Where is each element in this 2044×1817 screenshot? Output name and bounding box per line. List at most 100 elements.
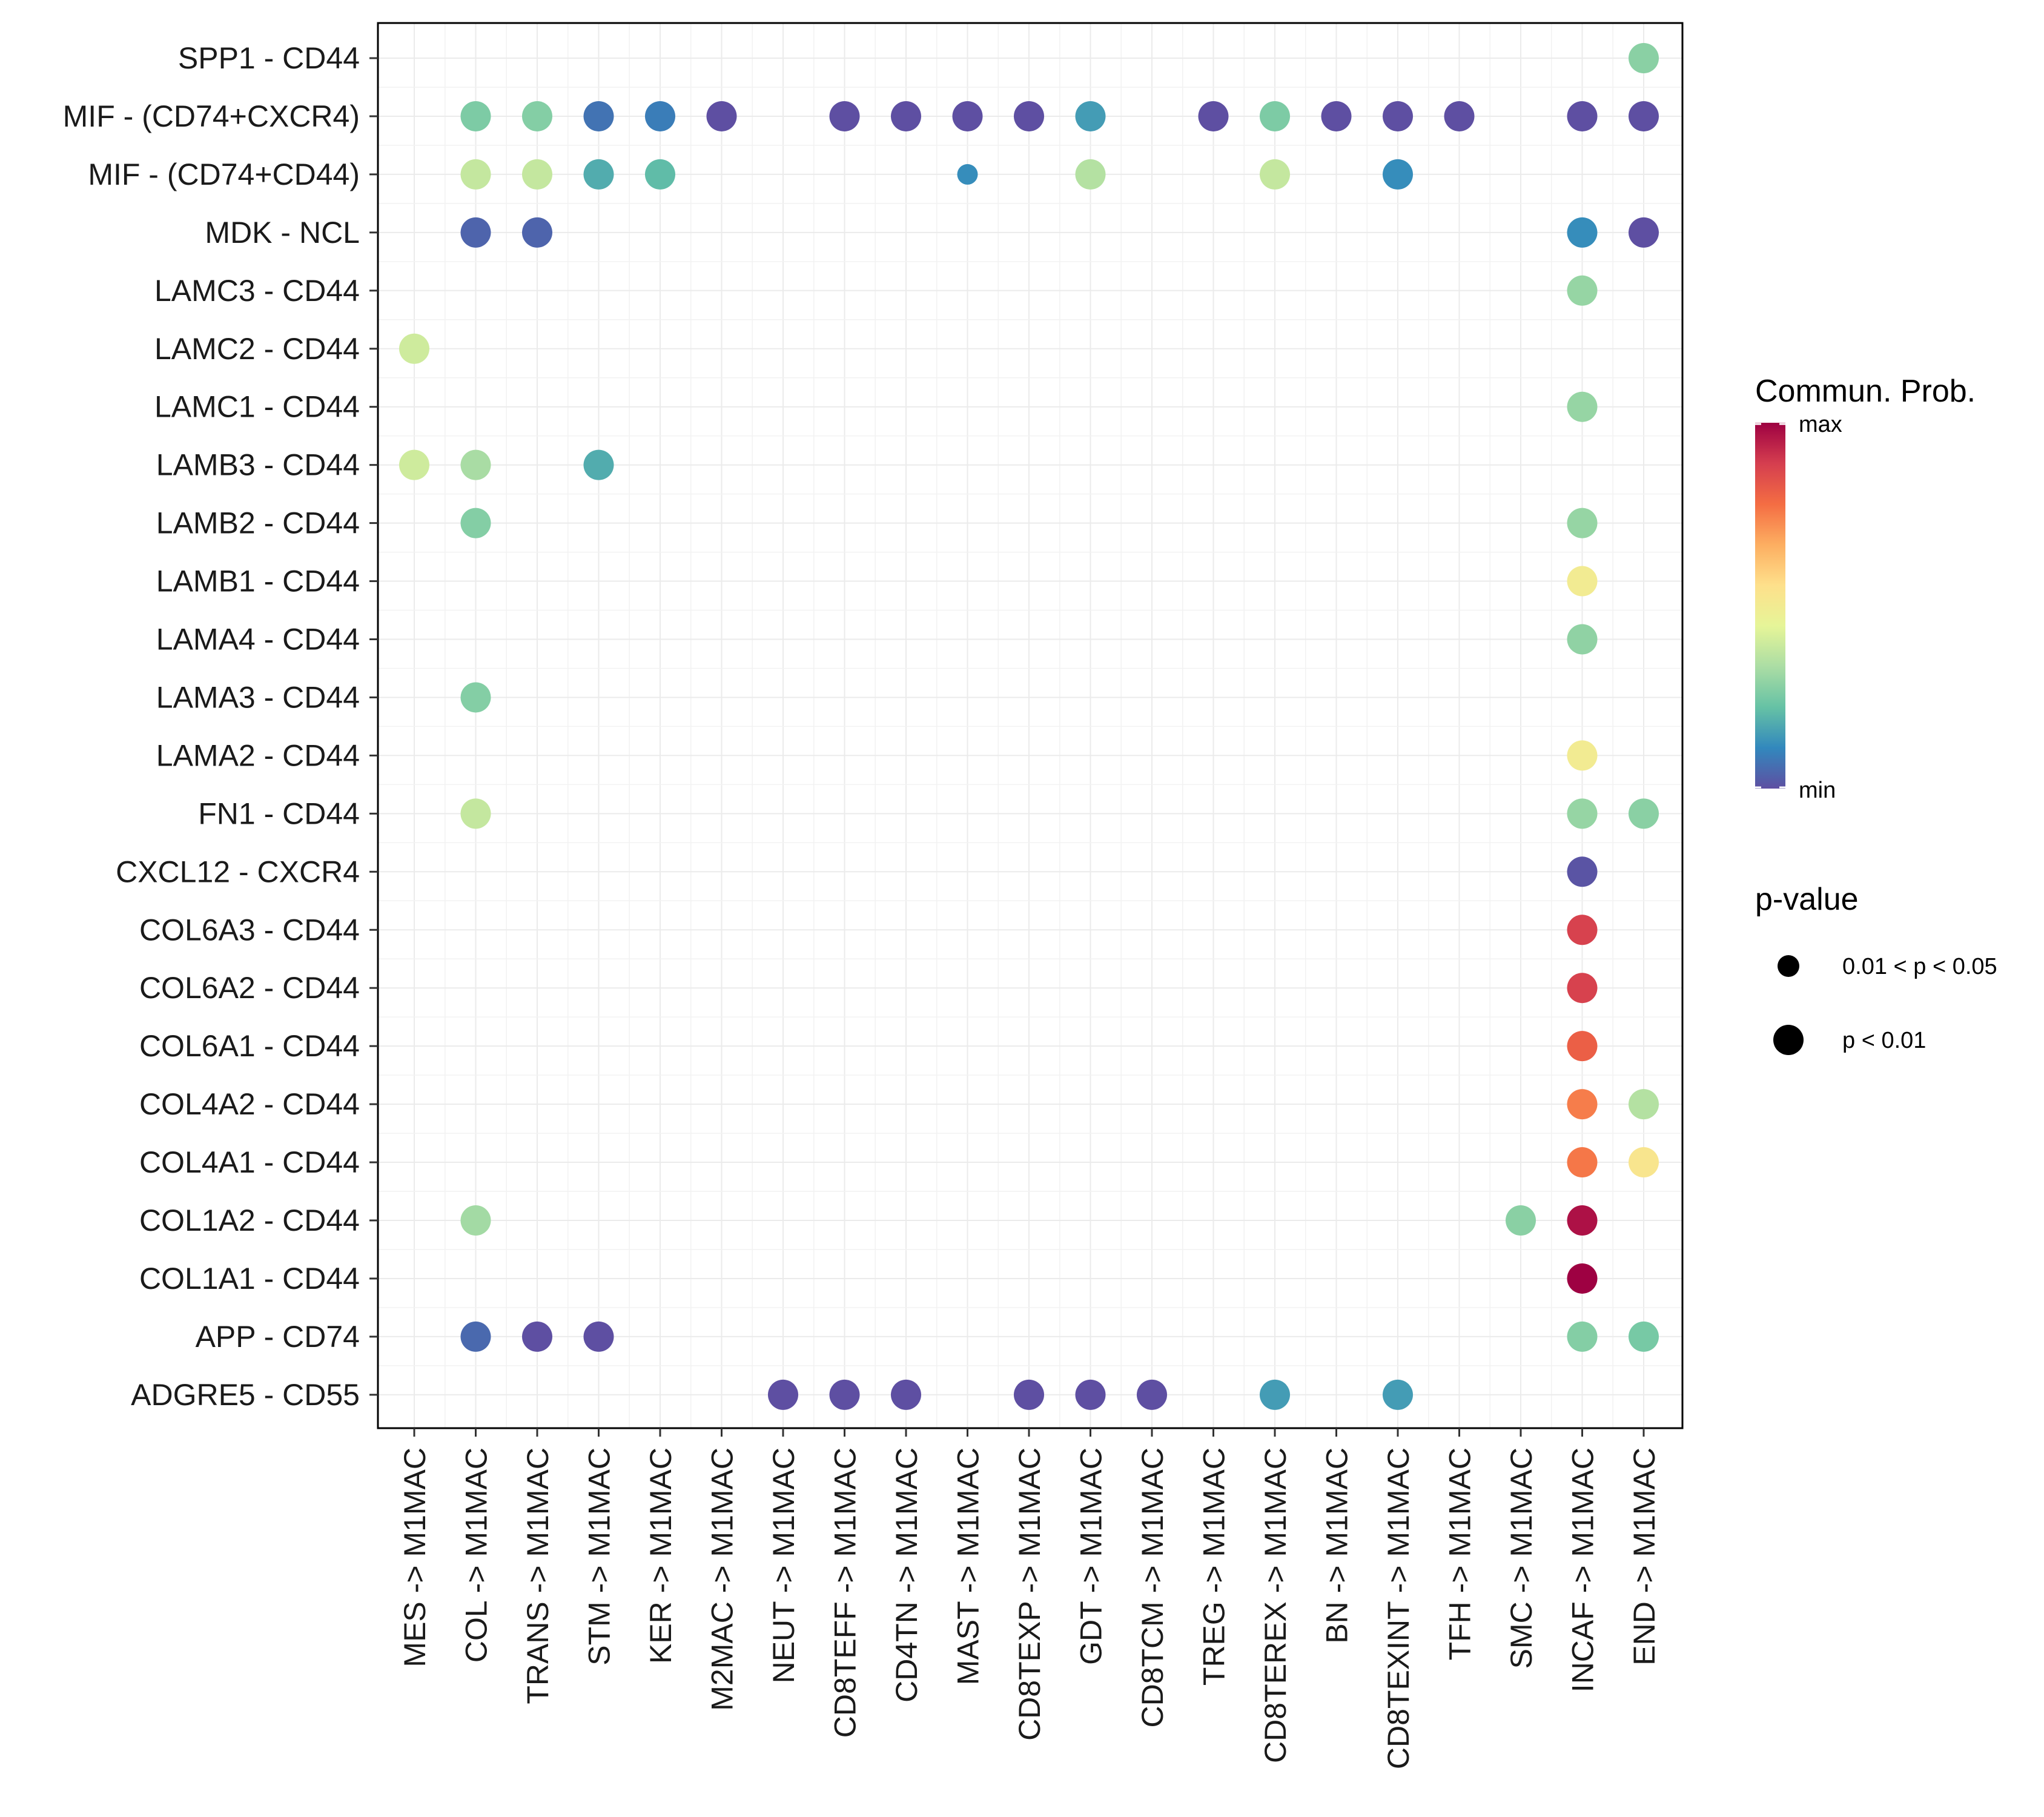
data-point [1075, 1379, 1106, 1410]
x-tick-label: CD8TEREX -> M1MAC [1258, 1448, 1292, 1763]
data-point [1198, 101, 1229, 131]
y-tick-label: COL1A1 - CD44 [139, 1262, 360, 1296]
y-tick-label: SPP1 - CD44 [178, 41, 360, 75]
data-point [583, 159, 614, 190]
data-point [583, 449, 614, 480]
y-tick-label: CXCL12 - CXCR4 [116, 855, 360, 889]
data-point [1567, 508, 1598, 538]
x-tick-label: NEUT -> M1MAC [767, 1448, 801, 1683]
data-point [645, 101, 675, 131]
y-tick-label: MDK - NCL [205, 216, 360, 250]
data-point [1567, 798, 1598, 829]
y-tick-label: LAMC3 - CD44 [154, 274, 360, 308]
data-point [460, 1205, 491, 1236]
color-legend: Commun. Prob. max min [1755, 374, 1976, 803]
data-point [1567, 740, 1598, 771]
x-tick-label: CD8TEXP -> M1MAC [1013, 1448, 1047, 1741]
x-tick-label: END -> M1MAC [1627, 1448, 1661, 1666]
data-point [1075, 159, 1106, 190]
data-point [460, 1321, 491, 1352]
x-tick-label: STM -> M1MAC [583, 1448, 617, 1666]
data-point [1260, 159, 1290, 190]
y-tick-label: COL6A2 - CD44 [139, 971, 360, 1005]
data-point [522, 159, 552, 190]
y-axis: SPP1 - CD44 MIF - (CD74+CXCR4) MIF - (CD74… [63, 41, 378, 1412]
data-point [891, 101, 921, 131]
data-point [1444, 101, 1475, 131]
data-point [1567, 1321, 1598, 1352]
x-tick-label: BN -> M1MAC [1320, 1448, 1354, 1644]
x-tick-label: TRANS -> M1MAC [521, 1448, 555, 1704]
data-point [1629, 1321, 1659, 1352]
x-tick-label: CD8TEXINT -> M1MAC [1381, 1448, 1415, 1769]
size-legend-key-large [1773, 1025, 1804, 1055]
size-legend-label-large: p < 0.01 [1842, 1028, 1926, 1053]
x-tick-label: M2MAC -> M1MAC [706, 1448, 739, 1711]
x-tick-label: MAST -> M1MAC [951, 1448, 985, 1685]
data-point [522, 101, 552, 131]
size-legend-label-small: 0.01 < p < 0.05 [1842, 954, 1997, 979]
y-tick-label: COL6A3 - CD44 [139, 913, 360, 947]
y-tick-label: LAMA4 - CD44 [156, 623, 360, 657]
x-tick-label: CD8TCM -> M1MAC [1136, 1448, 1169, 1728]
size-legend-key-small [1778, 955, 1799, 977]
color-legend-title: Commun. Prob. [1755, 374, 1976, 409]
y-tick-label: APP - CD74 [196, 1320, 360, 1354]
data-point [1567, 1263, 1598, 1294]
y-tick-label: COL4A1 - CD44 [139, 1145, 360, 1179]
y-tick-label: LAMB3 - CD44 [156, 448, 360, 482]
data-point [1629, 43, 1659, 73]
data-point [583, 1321, 614, 1352]
data-point [1506, 1205, 1536, 1236]
data-point [1629, 1089, 1659, 1120]
data-point [460, 217, 491, 248]
y-tick-label: LAMC2 - CD44 [154, 332, 360, 366]
size-legend: p-value 0.01 < p < 0.05 p < 0.01 [1755, 882, 1997, 1055]
data-point [1260, 101, 1290, 131]
x-tick-label: INCAF -> M1MAC [1566, 1448, 1600, 1692]
y-tick-label: COL4A2 - CD44 [139, 1087, 360, 1121]
data-point [768, 1379, 798, 1410]
data-point [460, 798, 491, 829]
data-point [1567, 1031, 1598, 1062]
data-point [1629, 217, 1659, 248]
data-point [460, 682, 491, 713]
x-tick-label: TFH -> M1MAC [1443, 1448, 1477, 1660]
data-point [522, 217, 552, 248]
colorbar-max-label: max [1799, 412, 1842, 437]
data-point [583, 101, 614, 131]
data-point [891, 1379, 921, 1410]
colorbar-min-label: min [1799, 778, 1836, 803]
data-point [1629, 101, 1659, 131]
x-tick-label: COL -> M1MAC [460, 1448, 494, 1663]
data-point [1383, 1379, 1413, 1410]
data-point [1383, 159, 1413, 190]
x-tick-label: KER -> M1MAC [644, 1448, 678, 1664]
data-point [1075, 101, 1106, 131]
data-point [1014, 101, 1044, 131]
x-axis: MES -> M1MAC COL -> M1MAC TRANS -> M1MAC ST… [398, 1428, 1661, 1769]
data-point [1260, 1379, 1290, 1410]
data-point [1567, 566, 1598, 597]
data-point [1567, 973, 1598, 1004]
y-tick-label: LAMA2 - CD44 [156, 738, 360, 772]
x-tick-label: GDT -> M1MAC [1074, 1448, 1108, 1665]
data-point [1567, 1147, 1598, 1178]
y-tick-label: LAMC1 - CD44 [154, 390, 360, 424]
plot-panel-border [377, 22, 1684, 1429]
colorbar [1755, 423, 1785, 789]
data-point [399, 333, 429, 364]
y-tick-label: ADGRE5 - CD55 [131, 1378, 360, 1412]
data-point [1567, 624, 1598, 655]
data-point [460, 449, 491, 480]
y-tick-label: LAMB1 - CD44 [156, 564, 360, 598]
data-points [399, 43, 1659, 1410]
data-point [1567, 915, 1598, 945]
data-point [1567, 275, 1598, 306]
data-point [522, 1321, 552, 1352]
data-point [1014, 1379, 1044, 1410]
x-tick-label: CD4TN -> M1MAC [890, 1448, 924, 1703]
data-point [460, 159, 491, 190]
data-point [1629, 798, 1659, 829]
data-point [460, 508, 491, 538]
